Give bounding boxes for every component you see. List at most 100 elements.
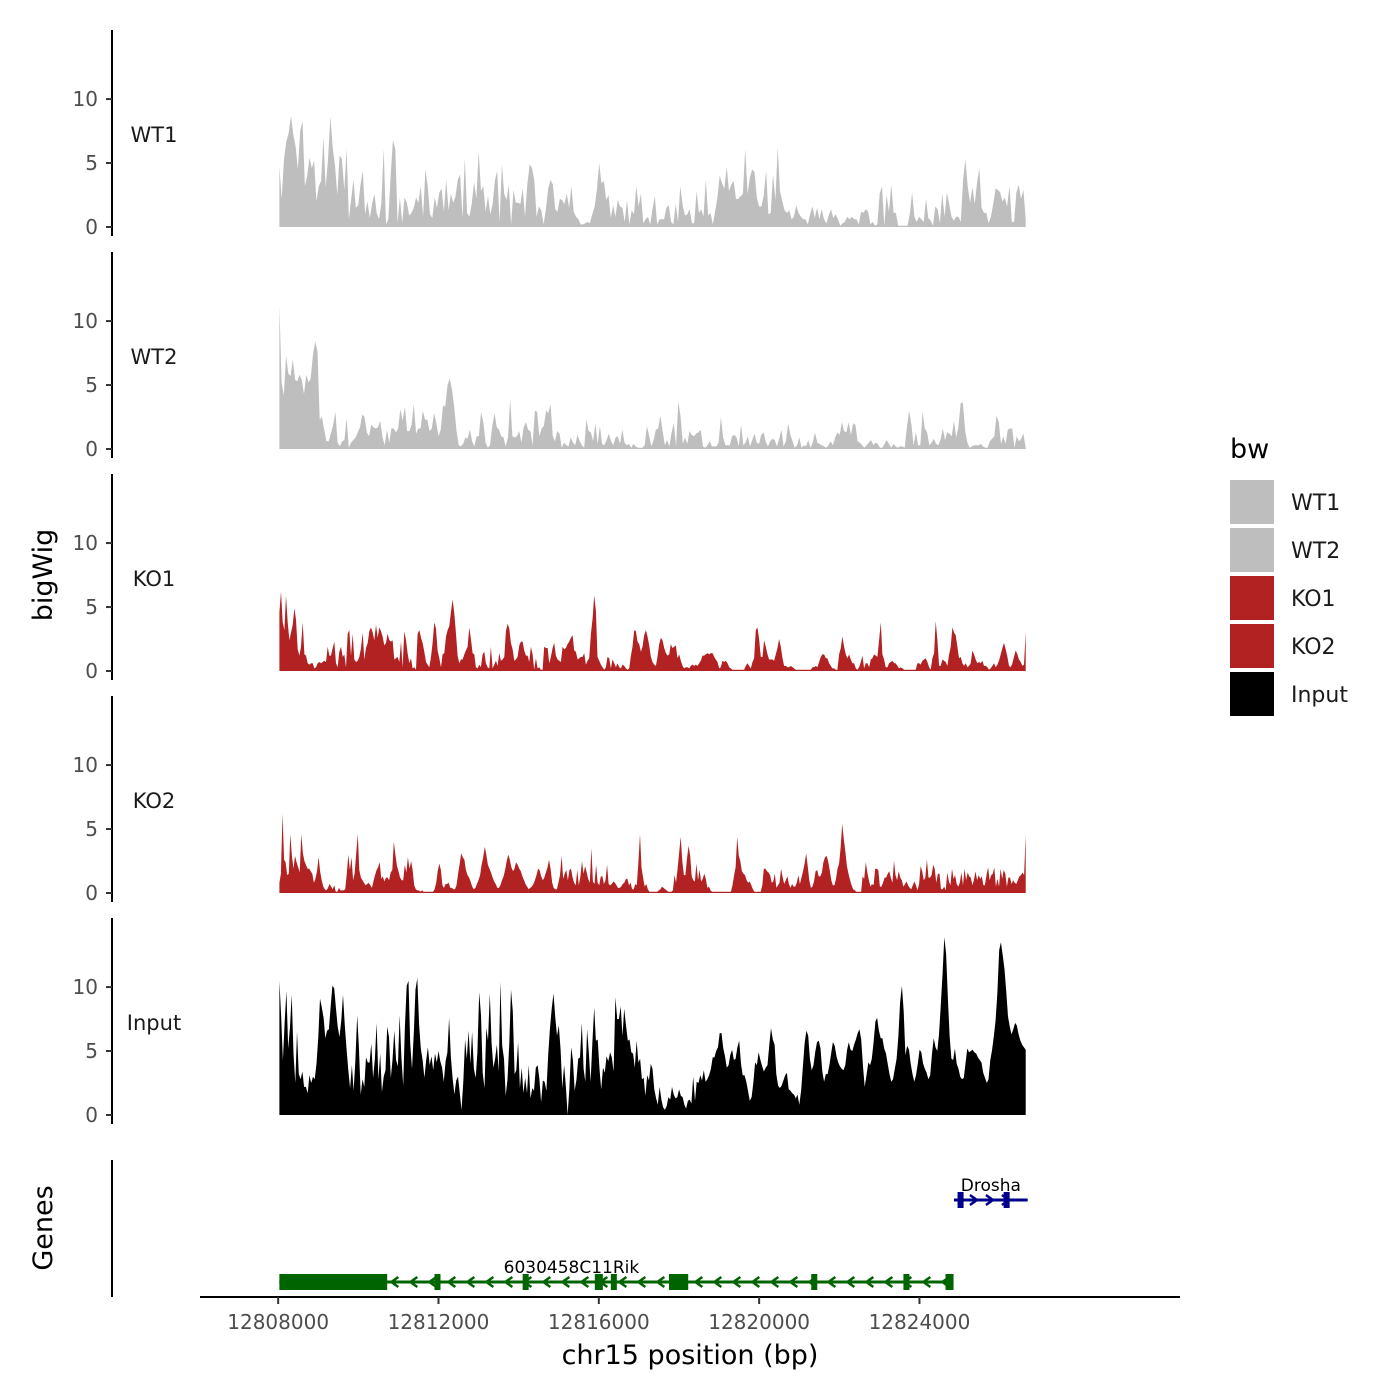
exon xyxy=(1003,1192,1010,1208)
gene-label: 6030458C11Rik xyxy=(504,1258,640,1278)
legend-swatch xyxy=(1230,480,1274,524)
x-axis-ticks: 12808000 12812000 12816000 12820000 12824000 xyxy=(227,1297,970,1334)
y-tick-label: 10 xyxy=(73,975,98,999)
exon xyxy=(945,1274,954,1290)
legend-label: KO2 xyxy=(1291,635,1336,660)
gene-label: Drosha xyxy=(961,1176,1021,1196)
legend-items: WT1 WT2 KO1 KO2 Input xyxy=(1230,480,1348,716)
legend-item-ko1: KO1 xyxy=(1230,576,1336,620)
legend-item-ko2: KO2 xyxy=(1230,624,1336,668)
gene-drosha: Drosha xyxy=(953,1176,1028,1208)
exon xyxy=(594,1274,603,1290)
y-axis-title: bigWig xyxy=(28,529,59,622)
exon xyxy=(610,1274,617,1290)
legend-label: Input xyxy=(1291,683,1348,708)
track-label: WT2 xyxy=(131,345,178,369)
exon xyxy=(957,1192,964,1208)
strand-arrow xyxy=(617,1275,628,1289)
strand-arrow xyxy=(655,1275,666,1289)
coverage-area-input xyxy=(279,937,1026,1115)
legend-item-wt1: WT1 xyxy=(1230,480,1340,524)
exon xyxy=(811,1274,818,1290)
coverage-area-ko2 xyxy=(279,813,1026,893)
strand-arrow xyxy=(788,1275,799,1289)
x-tick-label: 12808000 xyxy=(227,1310,329,1334)
track-label: WT1 xyxy=(131,123,178,147)
strand-arrow xyxy=(921,1275,932,1289)
y-tick-label: 5 xyxy=(85,1039,98,1063)
strand-arrow xyxy=(864,1275,875,1289)
exon xyxy=(903,1274,910,1290)
strand-arrow xyxy=(503,1275,514,1289)
exon xyxy=(668,1274,689,1290)
y-tick-label: 0 xyxy=(85,215,98,239)
y-tick-label: 0 xyxy=(85,659,98,683)
strand-arrow xyxy=(446,1275,457,1289)
signal-tracks: 0 5 10 WT1 0 5 10 WT2 0 5 10 KO1 0 5 10 KO2 0 5 10 Input xyxy=(73,30,1026,1127)
genes-panel: Genes 6030458C11Rik Drosha xyxy=(28,1160,1028,1297)
y-tick-label: 5 xyxy=(85,817,98,841)
strand-arrow xyxy=(731,1275,742,1289)
y-tick-label: 0 xyxy=(85,881,98,905)
gene-6030458c11rik: 6030458C11Rik xyxy=(279,1258,954,1290)
y-tick-label: 10 xyxy=(73,753,98,777)
exon xyxy=(434,1274,441,1290)
strand-arrow xyxy=(693,1275,704,1289)
strand-arrow xyxy=(408,1275,419,1289)
strand-arrow xyxy=(427,1275,438,1289)
strand-arrow xyxy=(769,1275,780,1289)
strand-arrow xyxy=(484,1275,495,1289)
y-tick-label: 10 xyxy=(73,87,98,111)
legend-label: WT1 xyxy=(1291,491,1340,516)
strand-arrow xyxy=(826,1275,837,1289)
y-tick-label: 5 xyxy=(85,151,98,175)
strand-arrow xyxy=(579,1275,590,1289)
legend-swatch xyxy=(1230,624,1274,668)
legend-label: KO1 xyxy=(1291,587,1336,612)
legend: bw WT1 WT2 KO1 KO2 Input xyxy=(1230,434,1348,716)
strand-arrow xyxy=(883,1275,894,1289)
y-tick-label: 10 xyxy=(73,531,98,555)
track-label: KO2 xyxy=(133,789,176,813)
strand-arrow xyxy=(465,1275,476,1289)
strand-arrow xyxy=(969,1193,980,1207)
exon xyxy=(279,1274,388,1290)
strand-arrow xyxy=(541,1275,552,1289)
track-label: Input xyxy=(127,1011,181,1035)
track-wt2: 0 5 10 WT2 xyxy=(73,252,1026,461)
x-axis: 12808000 12812000 12816000 12820000 12824000… xyxy=(200,1296,1180,1371)
legend-label: WT2 xyxy=(1291,539,1340,564)
genes-panel-label: Genes xyxy=(28,1185,59,1270)
x-tick-label: 12824000 xyxy=(869,1310,971,1334)
coverage-area-wt1 xyxy=(279,115,1026,227)
y-tick-label: 5 xyxy=(85,595,98,619)
y-tick-label: 5 xyxy=(85,373,98,397)
strand-arrow xyxy=(389,1275,400,1289)
strand-arrow xyxy=(712,1275,723,1289)
strand-arrow xyxy=(636,1275,647,1289)
legend-swatch xyxy=(1230,672,1274,716)
track-wt1: 0 5 10 WT1 xyxy=(73,30,1026,239)
legend-swatch xyxy=(1230,528,1274,572)
y-tick-label: 0 xyxy=(85,1103,98,1127)
strand-arrow xyxy=(985,1193,996,1207)
track-ko1: 0 5 10 KO1 xyxy=(73,474,1026,683)
strand-arrow xyxy=(845,1275,856,1289)
gene-models: 6030458C11Rik Drosha xyxy=(279,1176,1028,1290)
x-tick-label: 12816000 xyxy=(548,1310,650,1334)
track-label: KO1 xyxy=(133,567,176,591)
y-tick-label: 0 xyxy=(85,437,98,461)
x-axis-title: chr15 position (bp) xyxy=(562,1340,819,1371)
coverage-area-wt2 xyxy=(279,305,1026,449)
legend-item-input: Input xyxy=(1230,672,1348,716)
x-tick-label: 12812000 xyxy=(388,1310,490,1334)
strand-arrow xyxy=(560,1275,571,1289)
track-ko2: 0 5 10 KO2 xyxy=(73,696,1026,905)
exon xyxy=(522,1274,529,1290)
coverage-area-ko1 xyxy=(279,591,1026,671)
x-tick-label: 12820000 xyxy=(708,1310,810,1334)
legend-title: bw xyxy=(1230,434,1269,465)
y-tick-label: 10 xyxy=(73,309,98,333)
strand-arrow xyxy=(750,1275,761,1289)
